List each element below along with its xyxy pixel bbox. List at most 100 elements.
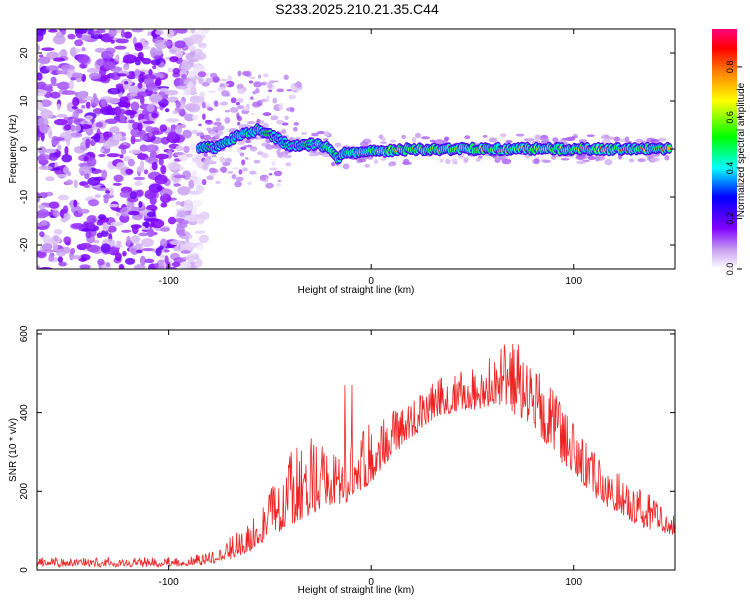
spectrogram-cell (107, 225, 117, 233)
spectrogram-cell (54, 137, 65, 141)
snr-ytick-label: 600 (19, 325, 30, 342)
spectrogram-cell (334, 142, 342, 148)
spectrogram-cell (191, 129, 198, 135)
spectrogram-cell (46, 51, 59, 60)
spectrogram-cell (86, 214, 98, 224)
colorbar-tick-label: 0.8 (725, 61, 735, 74)
spectrogram-cell (429, 139, 436, 143)
spectrogram-cell (160, 164, 167, 175)
spectrogram-cell (43, 85, 53, 90)
spectrogram-cell (501, 158, 512, 165)
spectrogram-cell (452, 162, 459, 165)
spectrogram-cell (380, 137, 386, 141)
snr-ytick-label: 400 (19, 404, 30, 421)
spectrogram-cell (111, 88, 116, 92)
spectrogram-cell (250, 113, 255, 116)
spectrogram-cell (189, 34, 203, 44)
colorbar-gradient (712, 29, 737, 269)
spectrogram-cell (166, 29, 175, 39)
spectrogram-cell (149, 47, 158, 58)
spectrogram-cell (121, 229, 132, 233)
spectrogram-cell (81, 47, 86, 52)
spectrogram-cell (256, 118, 261, 124)
spectrogram-cell (219, 156, 226, 163)
spectrogram-ytick-label: 0 (19, 146, 30, 152)
spectrogram-cell (249, 146, 258, 152)
spectrogram-cell (198, 123, 202, 127)
colorbar-tick-label: 0.2 (725, 212, 735, 225)
spectrogram-cell (148, 69, 153, 76)
spectrogram-cell (198, 78, 204, 84)
spectrogram-cell (276, 183, 282, 187)
spectrogram-cell (116, 240, 122, 245)
spectrogram-cell (71, 72, 84, 79)
spectrogram-cell (115, 212, 121, 217)
spectrogram-cell (288, 94, 297, 100)
spectrogram-cell (81, 104, 86, 109)
spectrogram-cell (373, 159, 379, 165)
spectrogram-cell (163, 95, 169, 100)
spectrogram-xtick-label: -100 (159, 276, 179, 287)
spectrogram-cell (112, 182, 122, 186)
spectrogram-cell (57, 144, 62, 151)
spectrogram-cell (208, 130, 217, 136)
spectrogram-cell (273, 170, 283, 177)
spectrogram-cell (128, 210, 140, 216)
spectrogram-cell (85, 101, 91, 109)
spectrogram-cell (44, 148, 57, 154)
spectrogram-cell (78, 165, 92, 176)
spectrogram-cell (174, 40, 186, 49)
spectrogram-cell (115, 83, 124, 90)
spectrogram-cell (67, 33, 76, 40)
spectrogram-cell (207, 90, 217, 93)
spectrogram-cell (247, 181, 252, 186)
spectrogram-cell (411, 136, 417, 144)
spectrogram-cell (280, 152, 289, 156)
spectrogram-cell (230, 97, 237, 104)
spectrogram-cell (159, 245, 164, 251)
spectrogram-cell (178, 166, 185, 171)
spectrogram-cell (464, 135, 471, 140)
spectrogram-cell (515, 133, 525, 137)
spectrogram-cell (61, 30, 66, 35)
spectrogram-cell (67, 171, 72, 177)
spectrogram-cell (133, 176, 146, 181)
spectrogram-cell (137, 82, 143, 89)
spectrogram-cell (108, 203, 120, 208)
spectrogram-cell (255, 88, 260, 94)
spectrogram-cell (188, 179, 195, 189)
spectrogram-cell (206, 175, 214, 181)
spectrogram-cell (211, 154, 217, 158)
spectrogram-cell (132, 36, 137, 45)
spectrogram-cell (155, 29, 164, 36)
spectrogram-cell (85, 126, 94, 136)
spectrogram-cell (72, 110, 80, 119)
spectrogram-cell (151, 161, 158, 171)
spectrogram-cell (152, 65, 157, 70)
spectrogram-cell (48, 201, 60, 209)
spectrogram-cell (154, 262, 160, 269)
spectrogram-cell (552, 137, 559, 142)
spectrogram-cell (119, 154, 124, 159)
spectrogram-cell (270, 115, 279, 121)
spectrogram-cell (542, 159, 552, 163)
spectrogram-cell (155, 47, 163, 56)
spectrogram-cell (175, 29, 188, 34)
spectrogram-cell (37, 29, 47, 36)
spectrogram-cell (172, 67, 180, 75)
colorbar-label: Normalized spectral amplitude (736, 82, 747, 217)
spectrogram-cell (119, 191, 131, 198)
spectrogram-cell (45, 65, 60, 71)
spectrogram-cell (199, 91, 205, 97)
spectrogram-cell (80, 64, 87, 69)
spectrogram-cell (88, 72, 102, 80)
spectrogram-cell (56, 70, 69, 75)
spectrogram-cell (257, 74, 262, 79)
spectrogram-cell (420, 136, 431, 140)
spectrogram-cell (37, 196, 41, 203)
spectrogram-cell (128, 121, 134, 131)
spectrogram-cell (101, 169, 108, 180)
spectrogram-cell (37, 265, 41, 269)
